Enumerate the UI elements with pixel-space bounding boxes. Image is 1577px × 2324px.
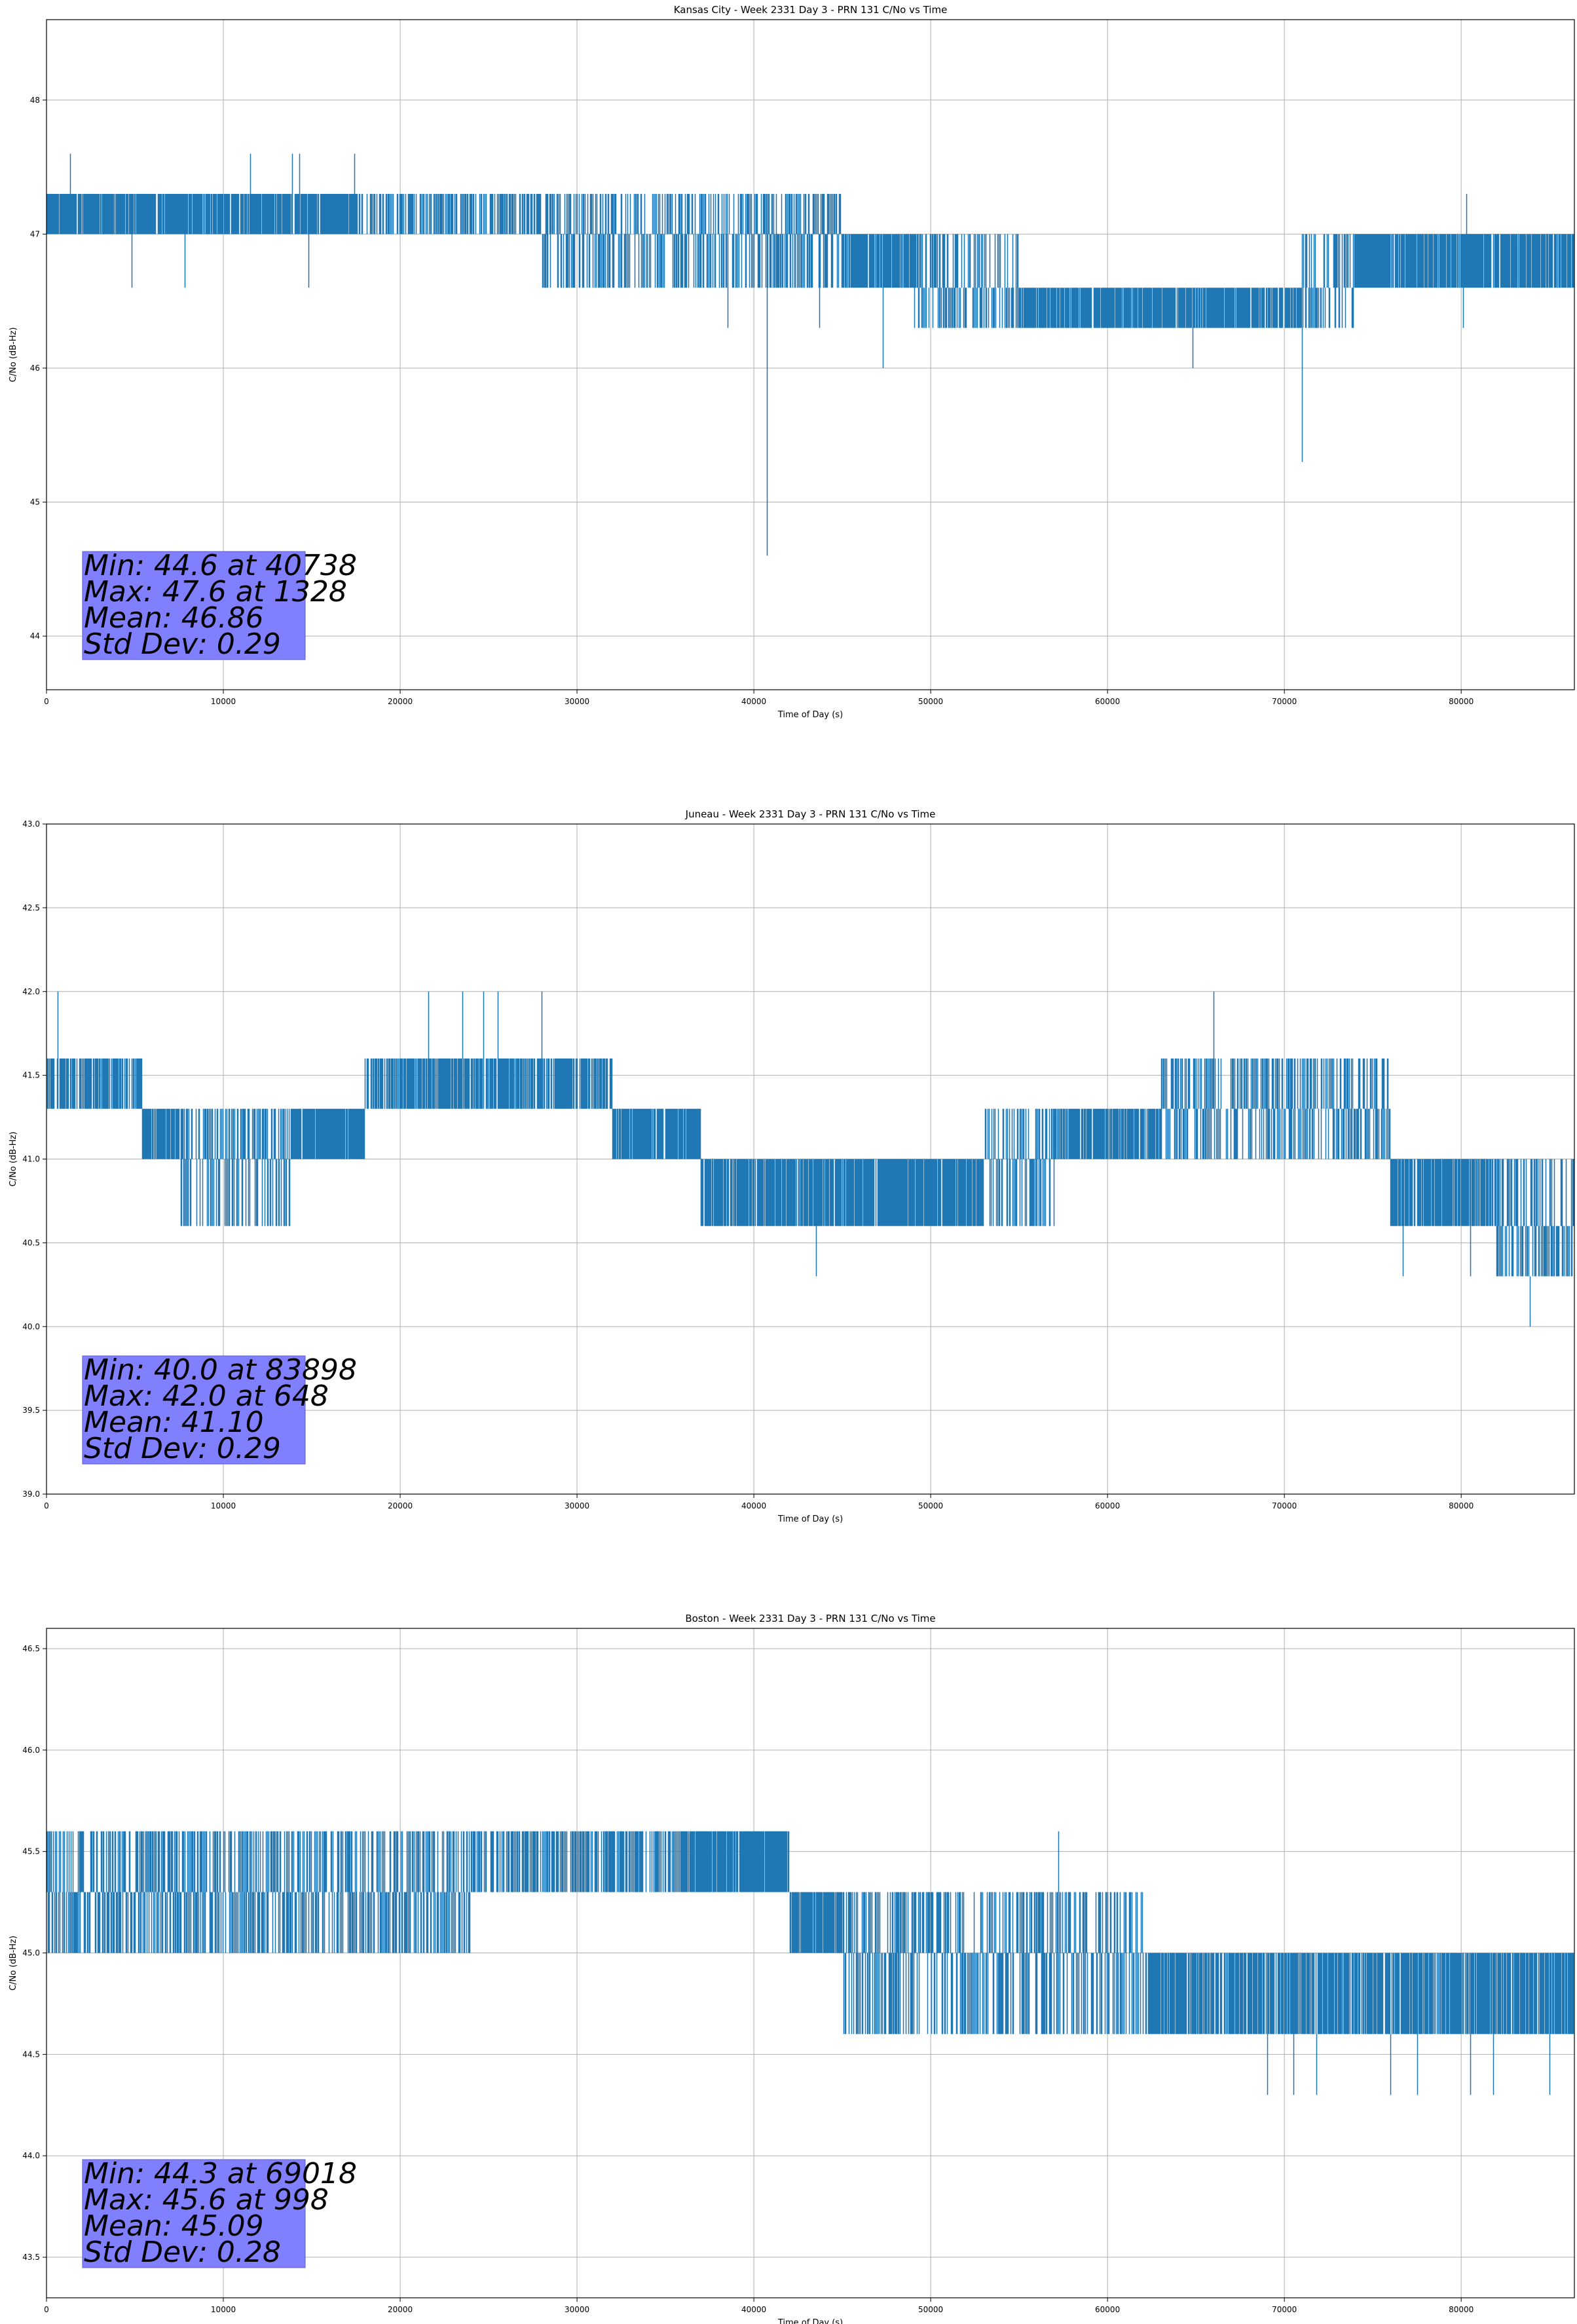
stats-line: Std Dev: 0.29: [84, 628, 281, 661]
y-tick-label: 43.5: [22, 2253, 40, 2262]
stats-line: Std Dev: 0.29: [84, 1432, 281, 1465]
stats-line: Min: 44.3 at 69018: [84, 2157, 357, 2190]
y-tick-label: 40.5: [22, 1238, 40, 1247]
stats-line: Std Dev: 0.28: [84, 2236, 281, 2269]
x-tick-label: 10000: [211, 1501, 236, 1510]
stats-line: Max: 42.0 at 648: [84, 1379, 329, 1413]
stats-line: Mean: 41.10: [84, 1406, 264, 1439]
stats-line: Mean: 45.09: [84, 2209, 264, 2243]
x-tick-label: 80000: [1449, 2305, 1474, 2314]
x-tick-label: 10000: [211, 697, 236, 706]
x-tick-label: 50000: [918, 1501, 943, 1510]
y-axis-label: C/No (dB-Hz): [9, 328, 18, 383]
y-tick-label: 39.5: [22, 1406, 40, 1415]
stats-line: Max: 47.6 at 1328: [84, 575, 347, 609]
y-tick-label: 39.0: [22, 1490, 40, 1499]
stats-box-background: [82, 2159, 306, 2268]
x-axis-label: Time of Day (s): [777, 710, 843, 720]
x-tick-label: 70000: [1272, 1501, 1297, 1510]
y-tick-label: 46.0: [22, 1746, 40, 1755]
x-tick-label: 60000: [1095, 697, 1120, 706]
axes-frame: [46, 1628, 1575, 2298]
stats-line: Min: 40.0 at 83898: [84, 1353, 357, 1387]
x-tick-label: 40000: [741, 1501, 766, 1510]
x-tick-label: 70000: [1272, 2305, 1297, 2314]
x-tick-label: 80000: [1449, 1501, 1474, 1510]
x-tick-label: 60000: [1095, 2305, 1120, 2314]
y-tick-label: 45: [30, 498, 40, 507]
y-tick-label: 42.5: [22, 903, 40, 912]
x-tick-label: 30000: [565, 697, 589, 706]
y-axis-label: C/No (dB-Hz): [9, 1936, 18, 1991]
y-tick-label: 43.0: [22, 819, 40, 829]
y-tick-label: 45.5: [22, 1847, 40, 1856]
y-tick-label: 42.0: [22, 987, 40, 996]
x-tick-label: 20000: [388, 2305, 413, 2314]
y-tick-label: 45.0: [22, 1949, 40, 1958]
y-tick-label: 48: [30, 96, 40, 105]
y-axis-label: C/No (dB-Hz): [9, 1132, 18, 1187]
chart-panel-1: 0 10000 20000 30000 40000 50000 60000 70000 8000…: [9, 808, 1575, 1524]
x-tick-label: 80000: [1449, 697, 1474, 706]
x-tick-label: 0: [44, 697, 49, 706]
y-tick-label: 44: [30, 631, 40, 641]
y-tick-label: 41.5: [22, 1071, 40, 1080]
x-tick-label: 10000: [211, 2305, 236, 2314]
x-tick-label: 50000: [918, 697, 943, 706]
stats-line: Max: 45.6 at 998: [84, 2183, 329, 2217]
chart-title: Juneau - Week 2331 Day 3 - PRN 131 C/No …: [685, 808, 936, 820]
axes-frame: [46, 19, 1575, 690]
chart-panel-2: 0 10000 20000 30000 40000 50000 60000 70000 8000…: [9, 1613, 1575, 2324]
x-axis-label: Time of Day (s): [777, 1514, 843, 1524]
chart-title: Kansas City - Week 2331 Day 3 - PRN 131 …: [674, 4, 948, 16]
y-tick-label: 40.0: [22, 1322, 40, 1331]
y-tick-label: 41.0: [22, 1155, 40, 1164]
y-tick-label: 44.5: [22, 2050, 40, 2059]
x-tick-label: 20000: [388, 1501, 413, 1510]
x-tick-label: 0: [44, 2305, 49, 2314]
x-tick-label: 50000: [918, 2305, 943, 2314]
stats-box-background: [82, 1355, 306, 1465]
y-tick-label: 46.5: [22, 1644, 40, 1653]
y-tick-label: 44.0: [22, 2151, 40, 2160]
chart-title: Boston - Week 2331 Day 3 - PRN 131 C/No …: [685, 1613, 935, 1624]
x-tick-label: 60000: [1095, 1501, 1120, 1510]
x-tick-label: 30000: [565, 2305, 589, 2314]
x-tick-label: 70000: [1272, 697, 1297, 706]
y-tick-label: 47: [30, 229, 40, 238]
x-tick-label: 0: [44, 1501, 49, 1510]
series-line: [46, 991, 1574, 1327]
x-tick-label: 40000: [741, 2305, 766, 2314]
x-tick-label: 30000: [565, 1501, 589, 1510]
stats-box-background: [82, 551, 306, 660]
x-tick-label: 40000: [741, 697, 766, 706]
chart-panel-0: 0 10000 20000 30000 40000 50000 60000 70000 8000…: [9, 4, 1575, 720]
stats-line: Min: 44.6 at 40738: [84, 549, 357, 582]
x-tick-label: 20000: [388, 697, 413, 706]
y-tick-label: 46: [30, 364, 40, 373]
stats-line: Mean: 46.86: [84, 601, 264, 635]
x-axis-label: Time of Day (s): [777, 2318, 843, 2324]
